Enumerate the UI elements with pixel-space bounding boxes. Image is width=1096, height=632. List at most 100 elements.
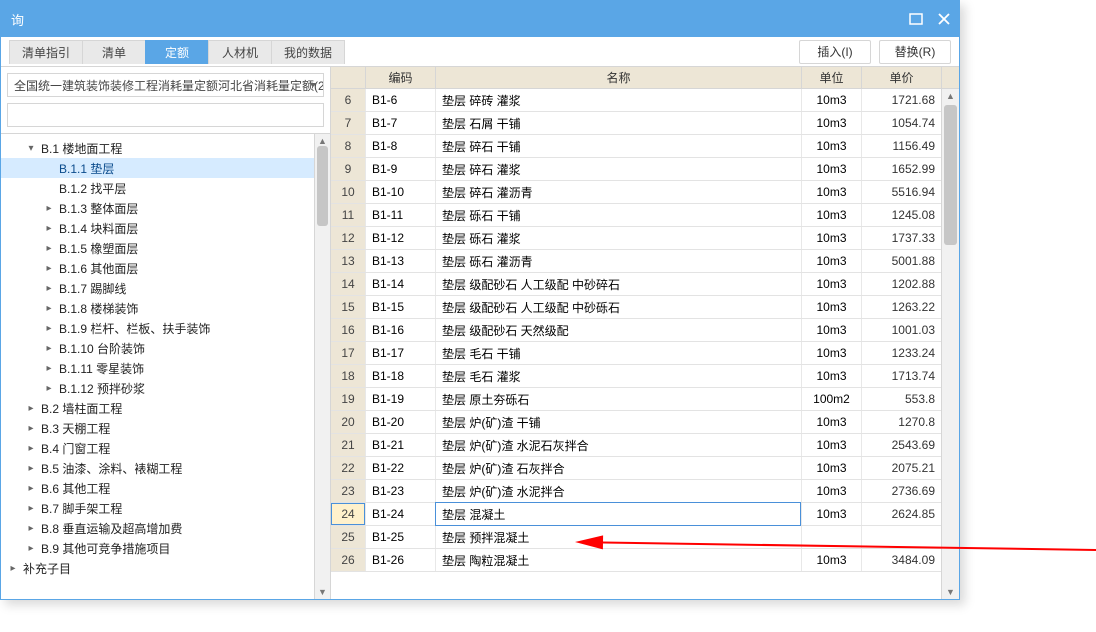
cell-code[interactable]: B1-7	[365, 112, 435, 134]
cell-price[interactable]: 1245.08	[861, 204, 941, 226]
tree-toggle-icon[interactable]: ▸	[43, 362, 55, 374]
cell-unit[interactable]: 10m3	[801, 227, 861, 249]
tree-toggle-icon[interactable]: ▸	[25, 462, 37, 474]
cell-name[interactable]: 垫层 砾石 干铺	[435, 204, 801, 226]
grid-scrollbar-thumb[interactable]	[944, 105, 957, 245]
tree-toggle-icon[interactable]: ▸	[25, 442, 37, 454]
cell-code[interactable]: B1-13	[365, 250, 435, 272]
table-row[interactable]: 19B1-19垫层 原土夯砾石100m2553.8	[331, 388, 959, 411]
tree-toggle-icon[interactable]: ▸	[43, 202, 55, 214]
tree-toggle-icon[interactable]: ▸	[7, 562, 19, 574]
cell-name[interactable]: 垫层 砾石 灌沥青	[435, 250, 801, 272]
table-row[interactable]: 26B1-26垫层 陶粒混凝土10m33484.09	[331, 549, 959, 572]
search-input[interactable]	[14, 104, 317, 126]
tree-item[interactable]: ▸B.5 油漆、涂料、裱糊工程	[1, 458, 330, 478]
tree-item[interactable]: ▸B.3 天棚工程	[1, 418, 330, 438]
tree-item[interactable]: ▾B.1 楼地面工程	[1, 138, 330, 158]
scroll-down-icon[interactable]: ▼	[942, 585, 959, 599]
minimize-icon[interactable]	[909, 12, 923, 26]
tree-toggle-icon[interactable]: ▸	[25, 422, 37, 434]
cell-rownum[interactable]: 18	[331, 365, 365, 387]
cell-rownum[interactable]: 23	[331, 480, 365, 502]
tree-toggle-icon[interactable]: ▸	[25, 402, 37, 414]
cell-rownum[interactable]: 7	[331, 112, 365, 134]
cell-rownum[interactable]: 17	[331, 342, 365, 364]
tree-item[interactable]: ▸B.8 垂直运输及超高增加费	[1, 518, 330, 538]
cell-code[interactable]: B1-9	[365, 158, 435, 180]
cell-unit[interactable]: 10m3	[801, 480, 861, 502]
cell-price[interactable]	[861, 526, 941, 548]
grid-scrollbar[interactable]: ▲ ▼	[941, 89, 959, 599]
cell-rownum[interactable]: 9	[331, 158, 365, 180]
cell-name[interactable]: 垫层 砾石 灌浆	[435, 227, 801, 249]
table-row[interactable]: 6B1-6垫层 碎砖 灌浆10m31721.68	[331, 89, 959, 112]
cell-unit[interactable]: 10m3	[801, 503, 861, 525]
tree-scrollbar-thumb[interactable]	[317, 146, 328, 226]
tree-toggle-icon[interactable]: ▸	[43, 262, 55, 274]
col-rownum[interactable]	[331, 67, 365, 88]
cell-unit[interactable]: 10m3	[801, 158, 861, 180]
cell-rownum[interactable]: 26	[331, 549, 365, 571]
cell-unit[interactable]: 10m3	[801, 434, 861, 456]
cell-code[interactable]: B1-15	[365, 296, 435, 318]
cell-code[interactable]: B1-21	[365, 434, 435, 456]
scroll-down-icon[interactable]: ▼	[315, 585, 330, 599]
tree-item[interactable]: ▸B.1.3 整体面层	[1, 198, 330, 218]
cell-code[interactable]: B1-14	[365, 273, 435, 295]
cell-rownum[interactable]: 14	[331, 273, 365, 295]
cell-rownum[interactable]: 24	[331, 503, 365, 525]
cell-price[interactable]: 2736.69	[861, 480, 941, 502]
cell-code[interactable]: B1-20	[365, 411, 435, 433]
table-row[interactable]: 16B1-16垫层 级配砂石 天然级配10m31001.03	[331, 319, 959, 342]
cell-price[interactable]: 1652.99	[861, 158, 941, 180]
cell-rownum[interactable]: 16	[331, 319, 365, 341]
cell-name[interactable]: 垫层 碎石 灌沥青	[435, 181, 801, 203]
cell-unit[interactable]: 10m3	[801, 342, 861, 364]
tab-3[interactable]: 人材机	[208, 40, 272, 64]
table-row[interactable]: 12B1-12垫层 砾石 灌浆10m31737.33	[331, 227, 959, 250]
tree-item[interactable]: B.1.2 找平层	[1, 178, 330, 198]
tree-toggle-icon[interactable]: ▸	[43, 322, 55, 334]
cell-price[interactable]: 2624.85	[861, 503, 941, 525]
cell-name[interactable]: 垫层 级配砂石 人工级配 中砂砾石	[435, 296, 801, 318]
cell-price[interactable]: 2075.21	[861, 457, 941, 479]
tree-toggle-icon[interactable]: ▸	[25, 502, 37, 514]
table-row[interactable]: 15B1-15垫层 级配砂石 人工级配 中砂砾石10m31263.22	[331, 296, 959, 319]
cell-code[interactable]: B1-17	[365, 342, 435, 364]
norm-select[interactable]: 全国统一建筑装饰装修工程消耗量定额河北省消耗量定额(20	[7, 73, 324, 97]
table-row[interactable]: 17B1-17垫层 毛石 干铺10m31233.24	[331, 342, 959, 365]
tree-item[interactable]: ▸B.1.4 块料面层	[1, 218, 330, 238]
tree-item[interactable]: ▸B.1.9 栏杆、栏板、扶手装饰	[1, 318, 330, 338]
cell-rownum[interactable]: 10	[331, 181, 365, 203]
col-price[interactable]: 单价	[861, 67, 941, 88]
table-row[interactable]: 11B1-11垫层 砾石 干铺10m31245.08	[331, 204, 959, 227]
cell-name[interactable]: 垫层 碎石 干铺	[435, 135, 801, 157]
table-row[interactable]: 21B1-21垫层 炉(矿)渣 水泥石灰拌合10m32543.69	[331, 434, 959, 457]
cell-rownum[interactable]: 15	[331, 296, 365, 318]
cell-name[interactable]: 垫层 石屑 干铺	[435, 112, 801, 134]
table-row[interactable]: 8B1-8垫层 碎石 干铺10m31156.49	[331, 135, 959, 158]
tree-item[interactable]: ▸B.1.10 台阶装饰	[1, 338, 330, 358]
cell-unit[interactable]: 10m3	[801, 204, 861, 226]
tree-item[interactable]: ▸B.1.12 预拌砂浆	[1, 378, 330, 398]
cell-name[interactable]: 垫层 炉(矿)渣 石灰拌合	[435, 457, 801, 479]
col-unit[interactable]: 单位	[801, 67, 861, 88]
tree-toggle-icon[interactable]: ▸	[43, 302, 55, 314]
cell-price[interactable]: 1270.8	[861, 411, 941, 433]
cell-price[interactable]: 2543.69	[861, 434, 941, 456]
cell-price[interactable]: 1233.24	[861, 342, 941, 364]
tree-toggle-icon[interactable]: ▸	[43, 282, 55, 294]
table-row[interactable]: 14B1-14垫层 级配砂石 人工级配 中砂碎石10m31202.88	[331, 273, 959, 296]
table-row[interactable]: 10B1-10垫层 碎石 灌沥青10m35516.94	[331, 181, 959, 204]
cell-name[interactable]: 垫层 毛石 灌浆	[435, 365, 801, 387]
cell-price[interactable]: 1737.33	[861, 227, 941, 249]
cell-unit[interactable]	[801, 526, 861, 548]
cell-price[interactable]: 1721.68	[861, 89, 941, 111]
cell-rownum[interactable]: 21	[331, 434, 365, 456]
cell-code[interactable]: B1-12	[365, 227, 435, 249]
cell-rownum[interactable]: 25	[331, 526, 365, 548]
cell-price[interactable]: 1054.74	[861, 112, 941, 134]
tree-item[interactable]: ▸B.1.5 橡塑面层	[1, 238, 330, 258]
cell-code[interactable]: B1-25	[365, 526, 435, 548]
cell-rownum[interactable]: 13	[331, 250, 365, 272]
